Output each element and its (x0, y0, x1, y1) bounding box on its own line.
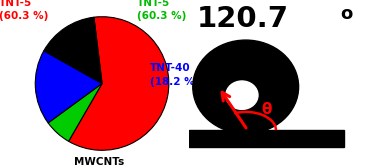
Text: 120.7: 120.7 (197, 5, 289, 33)
Text: TNT-5: TNT-5 (137, 0, 170, 8)
Text: TNT-40: TNT-40 (150, 63, 191, 73)
Text: (18.2 %): (18.2 %) (150, 77, 200, 87)
Text: (60.3 %): (60.3 %) (0, 11, 48, 21)
Wedge shape (68, 17, 169, 150)
Wedge shape (44, 17, 102, 84)
Text: θ: θ (261, 102, 271, 117)
Wedge shape (48, 84, 102, 141)
Text: o: o (340, 5, 352, 23)
Text: TNT-5: TNT-5 (0, 0, 32, 8)
Wedge shape (35, 51, 102, 123)
Circle shape (193, 40, 299, 134)
Text: MWCNTs: MWCNTs (74, 157, 124, 167)
Text: (60.3 %): (60.3 %) (137, 11, 186, 21)
Circle shape (226, 81, 258, 109)
Bar (189, 130, 344, 147)
